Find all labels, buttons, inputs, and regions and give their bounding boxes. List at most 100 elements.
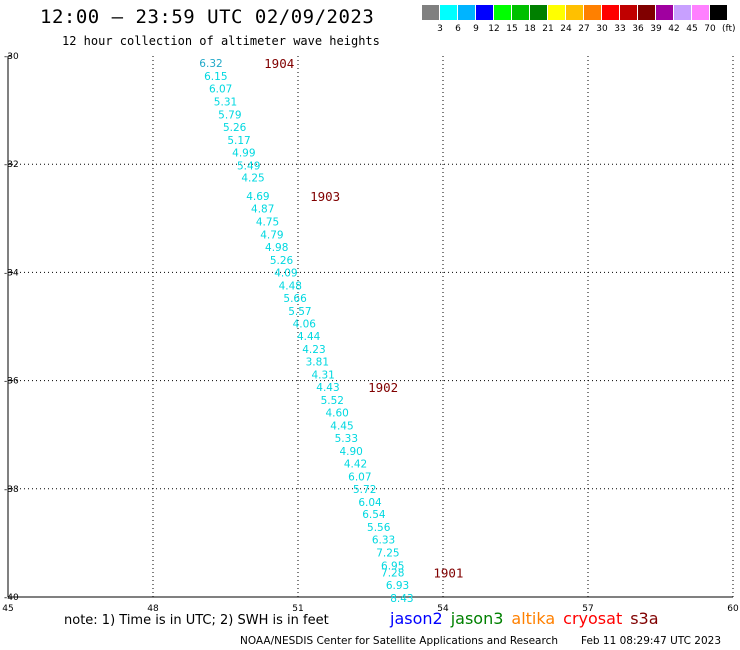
pass-number-label: 1902: [368, 380, 398, 395]
lon-tick-label: 48: [147, 604, 159, 614]
scale-label: 33: [614, 24, 626, 34]
swh-value: 5.26: [270, 255, 294, 267]
scale-swatch: [566, 5, 583, 20]
swh-value: 4.44: [297, 331, 321, 343]
swh-value: 4.25: [241, 173, 264, 185]
lat-tick-label: -36: [4, 377, 19, 387]
scale-label: 39: [650, 24, 662, 34]
satellite-legend-jason2: jason2: [390, 609, 443, 628]
swh-value: 6.04: [358, 497, 382, 509]
satellite-legend-s3a: s3a: [630, 609, 659, 628]
swh-value: 5.52: [321, 395, 344, 407]
swh-value: 4.23: [302, 344, 325, 356]
footer-timestamp: Feb 11 08:29:47 UTC 2023: [581, 635, 721, 647]
swh-value: 4.43: [316, 382, 339, 394]
scale-swatch: [458, 5, 475, 20]
footer-credit: NOAA/NESDIS Center for Satellite Applica…: [240, 635, 558, 647]
scale-label: 12: [488, 24, 500, 34]
swh-value: 6.33: [372, 535, 395, 547]
swh-value: 6.07: [348, 471, 371, 483]
swh-value: 5.72: [353, 484, 376, 496]
scale-swatch: [494, 5, 511, 20]
swh-value: 4.45: [330, 421, 353, 433]
swh-value: 6.54: [362, 509, 386, 521]
lon-tick-label: 51: [292, 604, 303, 614]
scale-unit: (ft): [722, 24, 736, 34]
lat-tick-label: -40: [4, 593, 19, 603]
swh-value: 4.79: [260, 230, 283, 242]
scale-swatch: [440, 5, 457, 20]
page-title: 12:00 – 23:59 UTC 02/09/2023: [40, 6, 375, 28]
scale-swatch: [548, 5, 565, 20]
satellite-legend-altika: altika: [511, 609, 556, 628]
scale-swatch: [512, 5, 529, 20]
swh-value: 5.49: [237, 160, 260, 172]
swh-value: 4.69: [246, 191, 269, 203]
satellite-legend: jason2 jason3 altika cryosat s3a: [390, 609, 667, 628]
swh-value: 5.79: [218, 109, 241, 121]
scale-label: 27: [578, 24, 590, 34]
swh-value: 6.07: [209, 83, 232, 95]
satellite-legend-cryosat: cryosat: [563, 609, 623, 628]
lon-tick-label: 54: [437, 604, 449, 614]
swh-value: 3.81: [306, 357, 329, 369]
swh-value: 5.33: [335, 433, 358, 445]
scale-label: 30: [596, 24, 608, 34]
page-subtitle: 12 hour collection of altimeter wave hei…: [62, 34, 380, 48]
scale-swatch: [602, 5, 619, 20]
swh-value: 6.95: [381, 561, 404, 573]
swh-value: 4.31: [311, 370, 334, 382]
swh-value: 4.48: [279, 280, 302, 292]
scale-swatch: [422, 5, 439, 20]
swh-value: 5.57: [288, 306, 311, 318]
scale-swatch: [656, 5, 673, 20]
scale-swatch: [710, 5, 727, 20]
lat-tick-label: -30: [4, 52, 19, 62]
scale-swatch: [530, 5, 547, 20]
scale-swatch: [674, 5, 691, 20]
lat-tick-label: -32: [4, 160, 19, 170]
swh-value: 4.42: [344, 458, 367, 470]
scale-swatch: [476, 5, 493, 20]
scale-label: 45: [686, 24, 698, 34]
swh-value: 4.60: [325, 408, 348, 420]
swh-value: 5.26: [223, 122, 247, 134]
swh-value: 6.15: [204, 71, 227, 83]
scale-label: 70: [704, 24, 716, 34]
swh-value: 5.56: [367, 522, 391, 534]
swh-value: 4.75: [256, 217, 279, 229]
swh-value: 4.87: [251, 204, 274, 216]
swh-value: 5.31: [214, 96, 237, 108]
swh-value: 4.98: [265, 242, 288, 254]
scale-label: 36: [632, 24, 644, 34]
swh-value: 4.99: [232, 147, 255, 159]
swh-value: 4.06: [293, 318, 317, 330]
lat-tick-label: -38: [4, 485, 19, 495]
swh-value: 7.25: [376, 548, 399, 560]
swh-value: 5.17: [227, 135, 250, 147]
scale-label: 18: [524, 24, 536, 34]
swh-value: 5.66: [283, 293, 307, 305]
swh-value: 6.93: [386, 580, 409, 592]
scale-swatch: [584, 5, 601, 20]
scale-swatch: [638, 5, 655, 20]
scale-label: 6: [455, 24, 461, 34]
swh-value: 6.32: [199, 58, 222, 70]
swh-value: 8.43: [390, 593, 413, 605]
lon-tick-label: 45: [2, 604, 13, 614]
pass-number-label: 1901: [433, 566, 463, 581]
units-note: note: 1) Time is in UTC; 2) SWH is in fe…: [64, 613, 329, 628]
pass-number-label: 1904: [264, 56, 294, 71]
scale-swatch: [620, 5, 637, 20]
scale-label: 21: [542, 24, 554, 34]
swh-value: 4.09: [274, 267, 297, 279]
lat-tick-label: -34: [4, 268, 19, 278]
scale-swatch: [692, 5, 709, 20]
pass-number-label: 1903: [310, 189, 340, 204]
lon-tick-label: 60: [727, 604, 739, 614]
satellite-legend-jason3: jason3: [450, 609, 504, 628]
swh-value: 4.90: [339, 446, 362, 458]
scale-label: 15: [506, 24, 518, 34]
scale-label: 24: [560, 24, 572, 34]
